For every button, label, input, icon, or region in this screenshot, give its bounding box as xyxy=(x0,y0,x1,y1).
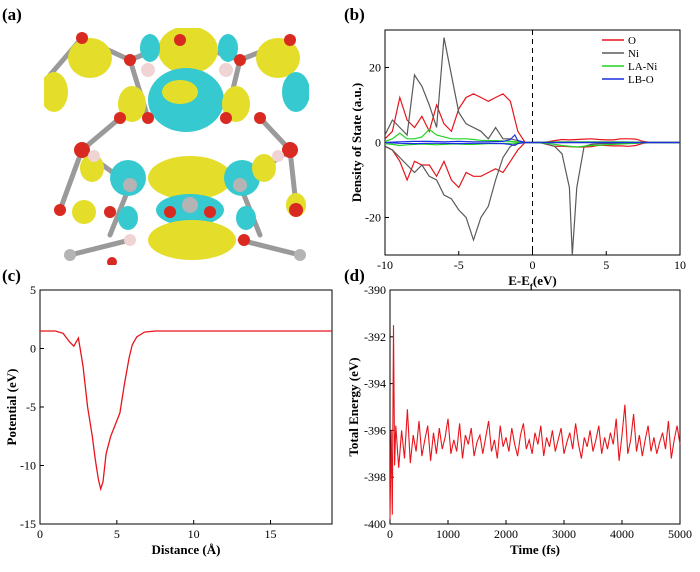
x-tick-label: 5000 xyxy=(668,527,692,541)
x-tick-label: 2000 xyxy=(494,527,518,541)
panel-label-a: (a) xyxy=(2,5,22,24)
y-tick-label: 0 xyxy=(30,342,36,356)
x-tick-label: 10 xyxy=(674,258,686,272)
x-tick-label: 10 xyxy=(188,527,200,541)
legend-label: O xyxy=(628,35,636,47)
x-tick-label: 5 xyxy=(603,258,609,272)
x-axis-label: Distance (Å) xyxy=(152,542,221,557)
panel-label-b: (b) xyxy=(344,5,365,24)
y-tick-label: -394 xyxy=(364,377,386,391)
y-tick-label: 20 xyxy=(369,61,381,75)
y-axis-label: Total Energy (eV) xyxy=(346,357,361,456)
y-tick-label: -5 xyxy=(26,400,36,414)
energy-line xyxy=(389,325,681,520)
x-tick-label: 4000 xyxy=(610,527,634,541)
isosurface-lobes xyxy=(44,28,309,260)
plot-frame xyxy=(389,289,681,525)
charge-density-structure-image xyxy=(44,28,309,265)
plot-frame xyxy=(39,289,333,525)
x-tick-label: 0 xyxy=(387,527,393,541)
series-line-lb-o-down xyxy=(385,141,680,147)
y-tick-label: -400 xyxy=(364,517,386,531)
x-tick-label: -5 xyxy=(454,258,464,272)
y-tick-label: -15 xyxy=(20,517,36,531)
dos-chart: -10 -5 0 5 10 -20 0 20 Density of State (a.u.) E-… xyxy=(349,29,686,292)
energy-chart: 0 1000 2000 3000 4000 5000 -400 -398 -396 -394 -39… xyxy=(346,283,692,557)
potential-chart: 0 5 10 15 -15 -10 -5 0 5 Potential (eV) Distance (… xyxy=(4,283,333,557)
y-axis-label: Potential (eV) xyxy=(4,369,19,446)
y-tick-label: 0 xyxy=(375,136,381,150)
x-tick-label: 15 xyxy=(265,527,277,541)
y-tick-label: -10 xyxy=(20,459,36,473)
x-tick-label: 0 xyxy=(37,527,43,541)
y-tick-label: -20 xyxy=(365,211,381,225)
x-axis-label: Time (fs) xyxy=(510,542,560,557)
x-tick-label: 1000 xyxy=(436,527,460,541)
y-tick-label: -390 xyxy=(364,283,386,297)
y-tick-label: -398 xyxy=(364,470,386,484)
x-tick-label: -10 xyxy=(377,258,393,272)
legend-label: LB-O xyxy=(628,74,654,86)
potential-line xyxy=(40,330,332,492)
x-tick-label: 3000 xyxy=(552,527,576,541)
x-tick-label: 5 xyxy=(114,527,120,541)
x-tick-label: 0 xyxy=(530,258,536,272)
panel-label-d: (d) xyxy=(344,266,365,285)
series-line-o-up xyxy=(385,93,680,144)
atoms xyxy=(54,32,306,265)
panel-label-c: (c) xyxy=(2,266,21,285)
y-tick-label: -392 xyxy=(364,330,386,344)
y-tick-label: 5 xyxy=(30,283,36,297)
y-tick-label: -396 xyxy=(364,423,386,437)
legend-label: LA-Ni xyxy=(628,61,657,73)
legend-label: Ni xyxy=(628,48,639,60)
x-axis-label: E-Ef(eV) xyxy=(508,273,557,292)
y-axis-label: Density of State (a.u.) xyxy=(349,83,364,203)
series-line-la-ni-up xyxy=(385,128,680,144)
